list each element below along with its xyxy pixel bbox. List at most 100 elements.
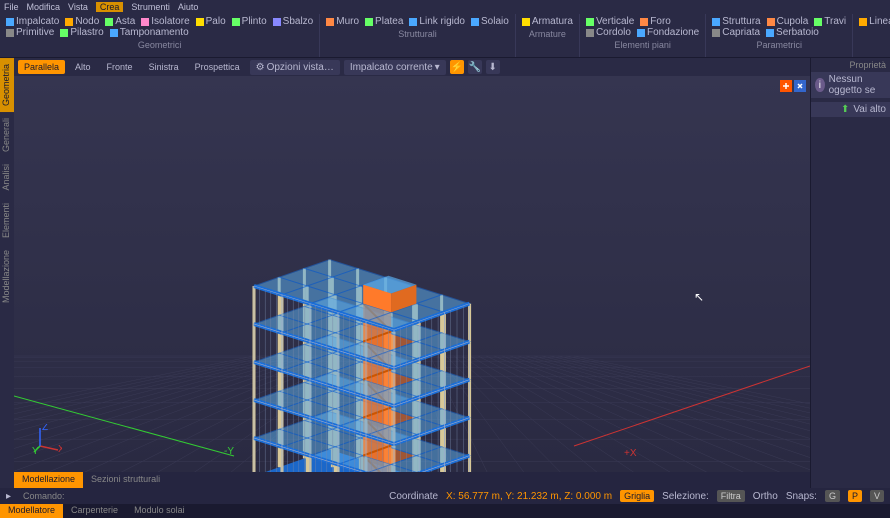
left-tab-analisi[interactable]: Analisi: [0, 158, 14, 197]
ribbon-isolatore[interactable]: Isolatore: [141, 16, 189, 27]
ribbon-asta[interactable]: Asta: [105, 16, 135, 27]
ribbon-tamponamento[interactable]: Tamponamento: [110, 27, 189, 38]
ribbon-icon: [712, 29, 720, 37]
view-alto[interactable]: Alto: [69, 60, 97, 74]
left-tab-elementi[interactable]: Elementi: [0, 197, 14, 244]
command-label: Comando:: [23, 491, 65, 501]
ortho-label[interactable]: Ortho: [753, 491, 778, 502]
ribbon-nodo[interactable]: Nodo: [65, 16, 99, 27]
ribbon-group-misc: LineareDirettriceQuota: [853, 14, 890, 57]
view-parallela[interactable]: Parallela: [18, 60, 65, 74]
ribbon-palo[interactable]: Palo: [196, 16, 226, 27]
ribbon-icon: [522, 18, 530, 26]
ribbon-link-rigido[interactable]: Link rigido: [409, 16, 465, 27]
view-toolbar: Parallela Alto Fronte Sinistra Prospettica ⚙O…: [14, 58, 810, 76]
ribbon-group-label: Armature: [522, 29, 573, 39]
ribbon-plinto[interactable]: Plinto: [232, 16, 267, 27]
ribbon-fondazione[interactable]: Fondazione: [637, 27, 699, 38]
menu-strumenti[interactable]: Strumenti: [131, 2, 170, 12]
bottom-tab-modellatore[interactable]: Modellatore: [0, 504, 63, 518]
ribbon-solaio[interactable]: Solaio: [471, 16, 509, 27]
snap-v-badge[interactable]: V: [870, 490, 884, 502]
ribbon-group-geometrici: Impalcato Nodo Asta Isolatore Palo Plinto Sbal…: [0, 14, 320, 57]
properties-nav-row[interactable]: ⬆ Vai alto: [811, 102, 890, 117]
center-tab-sezioni-strutturali[interactable]: Sezioni strutturali: [83, 472, 168, 488]
menu-file[interactable]: File: [4, 2, 19, 12]
ribbon-icon: [409, 18, 417, 26]
bottom-tab-modulo-solai[interactable]: Modulo solai: [126, 504, 193, 518]
ribbon-platea[interactable]: Platea: [365, 16, 403, 27]
ribbon-label: Serbatoio: [776, 27, 819, 38]
ribbon-lineare[interactable]: Lineare: [859, 16, 890, 27]
ribbon-group-parametrici: Struttura Cupola Travi Capriata Serbatoio Par…: [706, 14, 853, 57]
ribbon-pilastro[interactable]: Pilastro: [60, 27, 103, 38]
svg-text:+X: +X: [624, 448, 637, 459]
snap-g-badge[interactable]: G: [825, 490, 840, 502]
ribbon-group-label: Elementi piani: [586, 40, 699, 50]
left-tab-modellazione[interactable]: Modellazione: [0, 244, 14, 309]
opzioni-vista-dropdown[interactable]: ⚙Opzioni vista…: [250, 60, 340, 75]
ribbon-label: Muro: [336, 16, 359, 27]
ribbon-armatura[interactable]: Armatura: [522, 16, 573, 27]
ribbon-group-armature: Armatura Armature: [516, 14, 580, 57]
ribbon-travi[interactable]: Travi: [814, 16, 846, 27]
properties-noselect-text: Nessun oggetto se: [829, 74, 886, 96]
ribbon-label: Solaio: [481, 16, 509, 27]
ribbon-capriata[interactable]: Capriata: [712, 27, 760, 38]
menu-crea[interactable]: Crea: [96, 2, 124, 12]
view-fronte[interactable]: Fronte: [101, 60, 139, 74]
ribbon-label: Isolatore: [151, 16, 189, 27]
ribbon-label: Sbalzo: [283, 16, 314, 27]
viewport-add-icon[interactable]: [780, 80, 792, 92]
ribbon-struttura[interactable]: Struttura: [712, 16, 760, 27]
go-top-icon[interactable]: ⬆: [841, 104, 849, 115]
view-tool-icon-2[interactable]: ⬇: [486, 60, 500, 74]
ribbon-label: Cordolo: [596, 27, 631, 38]
ribbon-primitive[interactable]: Primitive: [6, 27, 54, 38]
ribbon-label: Pilastro: [70, 27, 103, 38]
ribbon-impalcato[interactable]: Impalcato: [6, 16, 59, 27]
properties-noselect-row: i Nessun oggetto se: [811, 72, 890, 98]
ribbon-label: Lineare: [869, 16, 890, 27]
impalcato-dropdown[interactable]: Impalcato corrente▾: [344, 60, 446, 75]
center-tabs: ModellazioneSezioni strutturali: [14, 472, 810, 488]
ribbon-cupola[interactable]: Cupola: [767, 16, 809, 27]
center-tab-modellazione[interactable]: Modellazione: [14, 472, 83, 488]
ribbon-group-label: Parametrici: [712, 40, 846, 50]
bottom-tab-carpenterie[interactable]: Carpenterie: [63, 504, 126, 518]
ribbon-foro[interactable]: Foro: [640, 16, 671, 27]
snap-p-badge[interactable]: P: [848, 490, 862, 502]
view-tool-icon-0[interactable]: ⚡: [450, 60, 464, 74]
ribbon-icon: [814, 18, 822, 26]
left-tab-geometria[interactable]: Geometria: [0, 58, 14, 112]
ribbon-serbatoio[interactable]: Serbatoio: [766, 27, 819, 38]
ribbon-label: Nodo: [75, 16, 99, 27]
griglia-badge[interactable]: Griglia: [620, 490, 654, 502]
properties-title: Proprietà: [811, 58, 890, 72]
ribbon-group-label: Geometrici: [6, 40, 313, 50]
ribbon-verticale[interactable]: Verticale: [586, 16, 634, 27]
filtra-badge[interactable]: Filtra: [717, 490, 745, 502]
command-prompt-icon: ▸: [6, 491, 11, 502]
ribbon-group-elementi piani: Verticale Foro Cordolo Fondazione Elementi p…: [580, 14, 706, 57]
view-tool-icon-1[interactable]: 🔧: [468, 60, 482, 74]
menu-aiuto[interactable]: Aiuto: [178, 2, 199, 12]
viewport-3d[interactable]: -Y+X X Y Z ↖: [14, 76, 810, 472]
left-tab-generali[interactable]: Generali: [0, 112, 14, 158]
ribbon-icon: [6, 29, 14, 37]
menu-modifica[interactable]: Modifica: [27, 2, 61, 12]
view-sinistra[interactable]: Sinistra: [143, 60, 185, 74]
menu-vista[interactable]: Vista: [68, 2, 88, 12]
ribbon: Impalcato Nodo Asta Isolatore Palo Plinto Sbal…: [0, 14, 890, 58]
ribbon-icon: [586, 18, 594, 26]
view-prospettica[interactable]: Prospettica: [189, 60, 246, 74]
viewport-close-icon[interactable]: [794, 80, 806, 92]
ribbon-icon: [767, 18, 775, 26]
ribbon-muro[interactable]: Muro: [326, 16, 359, 27]
bottom-tabs: ModellatoreCarpenterieModulo solai: [0, 504, 890, 518]
ribbon-icon: [365, 18, 373, 26]
ribbon-label: Cupola: [777, 16, 809, 27]
ribbon-icon: [859, 18, 867, 26]
ribbon-cordolo[interactable]: Cordolo: [586, 27, 631, 38]
ribbon-sbalzo[interactable]: Sbalzo: [273, 16, 314, 27]
